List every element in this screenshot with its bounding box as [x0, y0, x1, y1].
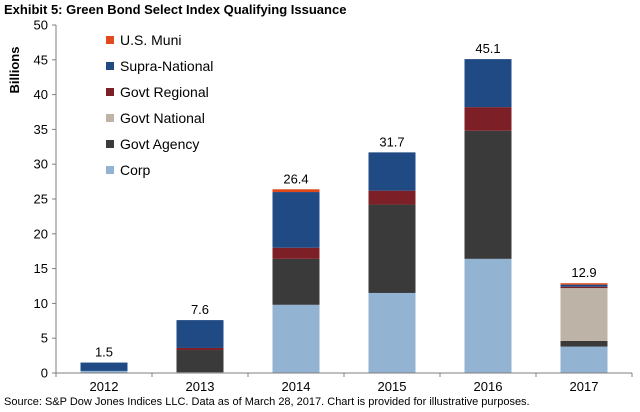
total-label-2014: 26.4	[283, 171, 308, 186]
x-tick-label-2014: 2014	[282, 379, 311, 394]
bar-segment-corp-2017	[560, 346, 608, 373]
legend-swatch-supra-national	[106, 62, 114, 70]
y-tick-label: 40	[34, 87, 48, 102]
bar-segment-govt-regional-2013	[176, 347, 224, 351]
y-tick-label: 15	[34, 261, 48, 276]
bar-segment-u-s-muni-2014	[272, 189, 320, 193]
source-note: Source: S&P Dow Jones Indices LLC. Data …	[4, 396, 530, 408]
bar-segment-govt-regional-2017	[560, 286, 608, 289]
y-tick-label: 5	[41, 331, 48, 346]
legend-label-govt-regional: Govt Regional	[120, 84, 209, 100]
legend-label-corp: Corp	[120, 162, 151, 178]
legend-swatch-govt-agency	[106, 140, 114, 148]
y-tick-label: 35	[34, 122, 48, 137]
total-label-2016: 45.1	[475, 41, 500, 56]
bar-segment-govt-regional-2016	[464, 107, 512, 131]
bar-segment-corp-2014	[272, 304, 320, 373]
x-tick-label-2012: 2012	[90, 379, 119, 394]
legend-swatch-u-s-muni	[106, 36, 114, 44]
total-label-2013: 7.6	[191, 302, 209, 317]
bar-segment-govt-national-2017	[560, 288, 608, 341]
y-tick-label: 30	[34, 157, 48, 172]
bar-segment-supra-national-2012	[80, 362, 128, 371]
bar-segment-supra-national-2013	[176, 320, 224, 348]
bar-segment-u-s-muni-2017	[560, 283, 608, 285]
chart-title: Exhibit 5: Green Bond Select Index Quali…	[4, 2, 347, 17]
plot-area: 1.5 7.6 26.4 31.7 45.1 12.9 0 5 10 15 20 25 30 35 40 45…	[34, 18, 633, 394]
legend-label-u-s-muni: U.S. Muni	[120, 32, 181, 48]
bar-segment-govt-agency-2013	[176, 350, 224, 373]
y-tick-label: 20	[34, 226, 48, 241]
y-tick-label: 25	[34, 192, 48, 207]
x-tick-label-2015: 2015	[378, 379, 407, 394]
y-tick-label: 0	[41, 366, 48, 381]
total-label-2015: 31.7	[379, 134, 404, 149]
total-label-2012: 1.5	[95, 345, 113, 360]
bar-segment-govt-agency-2015	[368, 204, 416, 293]
y-axis-label: Billions	[7, 47, 22, 94]
x-tick-label-2017: 2017	[570, 379, 599, 394]
bar-segment-supra-national-2015	[368, 152, 416, 191]
legend-label-govt-agency: Govt Agency	[120, 136, 199, 152]
legend-label-supra-national: Supra-National	[120, 58, 213, 74]
bar-segment-govt-agency-2016	[464, 130, 512, 259]
legend-swatch-govt-regional	[106, 88, 114, 96]
bar-segment-supra-national-2017	[560, 284, 608, 287]
legend-swatch-corp	[106, 166, 114, 174]
legend-swatch-govt-national	[106, 114, 114, 122]
bar-segment-govt-agency-2014	[272, 258, 320, 305]
bar-segment-corp-2016	[464, 258, 512, 373]
y-tick-label: 45	[34, 52, 48, 67]
bar-segment-supra-national-2014	[272, 192, 320, 248]
bar-segment-supra-national-2016	[464, 59, 512, 108]
y-tick-label: 50	[34, 18, 48, 33]
total-label-2017: 12.9	[571, 265, 596, 280]
bar-segment-govt-agency-2017	[560, 340, 608, 347]
bar-segment-govt-regional-2014	[272, 247, 320, 259]
y-tick-label: 10	[34, 296, 48, 311]
bar-segment-corp-2012	[80, 370, 128, 373]
x-tick-label-2013: 2013	[186, 379, 215, 394]
bar-segment-corp-2015	[368, 292, 416, 373]
x-tick-label-2016: 2016	[474, 379, 503, 394]
bar-segment-govt-regional-2015	[368, 190, 416, 205]
legend-label-govt-national: Govt National	[120, 110, 205, 126]
